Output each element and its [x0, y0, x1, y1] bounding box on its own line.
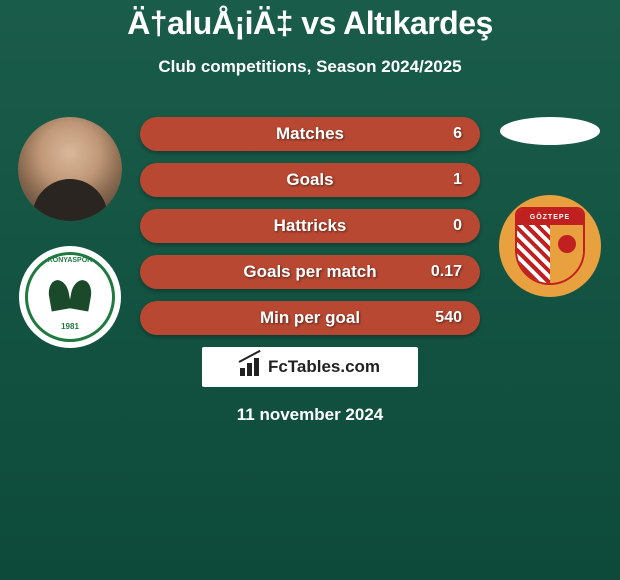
- player-photo: [18, 117, 122, 221]
- stat-value: 0: [453, 217, 462, 235]
- date-text: 11 november 2024: [140, 405, 480, 425]
- stat-label: Goals per match: [243, 262, 376, 282]
- stat-value: 540: [435, 309, 462, 327]
- stat-label: Min per goal: [260, 308, 360, 328]
- left-club-year: 1981: [61, 322, 79, 331]
- left-club-name: KONYASPOR: [48, 257, 92, 264]
- stat-bar-goals: Goals 1: [140, 163, 480, 197]
- right-club-name: GÖZTEPE: [517, 209, 583, 225]
- left-club-logo: KONYASPOR 1981: [19, 246, 121, 348]
- stat-value: 0.17: [431, 263, 462, 281]
- stat-bar-matches: Matches 6: [140, 117, 480, 151]
- page-subtitle: Club competitions, Season 2024/2025: [0, 57, 620, 77]
- content-row: KONYASPOR 1981 Matches 6 Goals 1 Hattric…: [0, 117, 620, 425]
- right-column: GÖZTEPE: [490, 117, 610, 297]
- stat-bar-min-per-goal: Min per goal 540: [140, 301, 480, 335]
- brand-box: FcTables.com: [202, 347, 418, 387]
- stat-bar-goals-per-match: Goals per match 0.17: [140, 255, 480, 289]
- right-club-logo: GÖZTEPE: [499, 195, 601, 297]
- shield-icon: GÖZTEPE: [515, 207, 585, 285]
- eagle-icon: [45, 278, 95, 316]
- stat-bar-hattricks: Hattricks 0: [140, 209, 480, 243]
- page-title: Ä†aluÅ¡iÄ‡ vs Altıkardeş: [0, 5, 620, 42]
- stat-label: Goals: [286, 170, 333, 190]
- left-club-ring: KONYASPOR 1981: [25, 252, 115, 342]
- stats-column: Matches 6 Goals 1 Hattricks 0 Goals per …: [140, 117, 480, 425]
- right-placeholder-oval: [500, 117, 600, 145]
- brand-text: FcTables.com: [268, 357, 380, 377]
- chart-icon: [240, 358, 262, 376]
- infographic-container: Ä†aluÅ¡iÄ‡ vs Altıkardeş Club competitio…: [0, 0, 620, 425]
- stat-value: 6: [453, 125, 462, 143]
- left-column: KONYASPOR 1981: [10, 117, 130, 348]
- stat-label: Matches: [276, 124, 344, 144]
- stat-label: Hattricks: [274, 216, 347, 236]
- stat-value: 1: [453, 171, 462, 189]
